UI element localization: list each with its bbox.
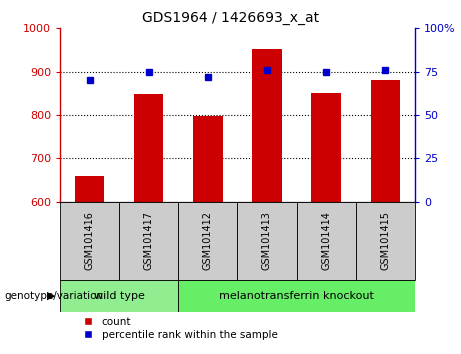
Text: GSM101414: GSM101414 xyxy=(321,211,331,270)
Bar xyxy=(178,202,237,280)
Bar xyxy=(60,202,119,280)
Text: GSM101417: GSM101417 xyxy=(144,211,154,270)
Bar xyxy=(296,202,356,280)
Legend: count, percentile rank within the sample: count, percentile rank within the sample xyxy=(83,317,278,340)
Bar xyxy=(371,80,400,202)
Text: GSM101412: GSM101412 xyxy=(203,211,213,270)
Text: wild type: wild type xyxy=(94,291,145,301)
Bar xyxy=(252,49,282,202)
Bar xyxy=(178,280,415,312)
Bar xyxy=(237,202,296,280)
Bar xyxy=(134,94,164,202)
Bar xyxy=(311,92,341,202)
Text: GSM101413: GSM101413 xyxy=(262,211,272,270)
Bar xyxy=(119,202,178,280)
Text: ▶: ▶ xyxy=(47,291,55,301)
Bar xyxy=(60,280,178,312)
Text: GSM101415: GSM101415 xyxy=(380,211,390,270)
Bar xyxy=(356,202,415,280)
Bar xyxy=(193,116,223,202)
Text: genotype/variation: genotype/variation xyxy=(5,291,104,301)
Text: melanotransferrin knockout: melanotransferrin knockout xyxy=(219,291,374,301)
Text: GSM101416: GSM101416 xyxy=(84,211,95,270)
Text: GDS1964 / 1426693_x_at: GDS1964 / 1426693_x_at xyxy=(142,11,319,25)
Bar xyxy=(75,176,104,202)
